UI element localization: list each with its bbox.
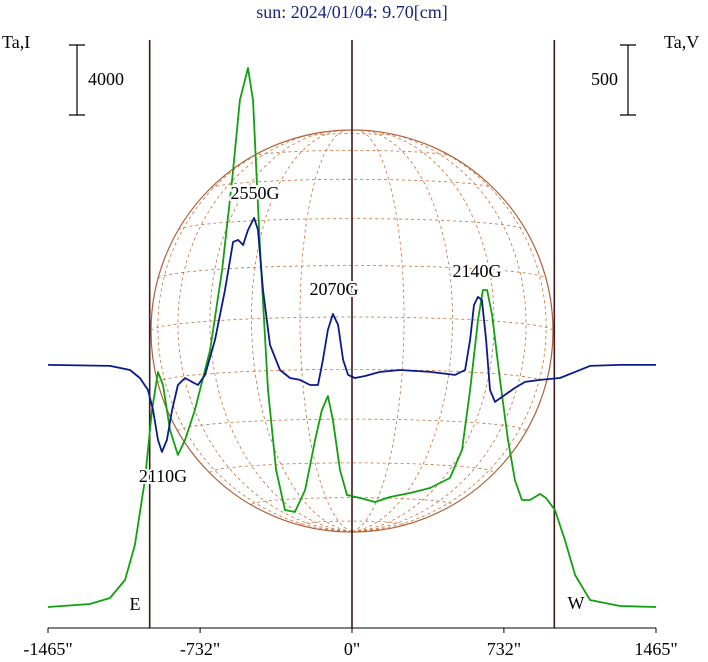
scale-bar — [620, 44, 636, 116]
x-tick-label: 1465" — [634, 639, 677, 659]
y-scale-bar-label: 4000 — [88, 69, 124, 89]
annotation: 2550G — [231, 183, 280, 203]
longitude-line — [157, 138, 353, 532]
data-line — [47, 67, 657, 608]
longitude-line — [299, 129, 353, 532]
longitude-line — [351, 129, 453, 532]
latitude-line — [251, 497, 453, 505]
annotation: 2070G — [310, 279, 359, 299]
chart-title: sun: 2024/01/04: 9.70[cm] — [256, 2, 448, 22]
longitude-line — [251, 129, 353, 532]
y-axis-label: Ta,I — [2, 32, 30, 52]
limb-label: W — [568, 593, 585, 613]
x-tick-label: -732" — [180, 639, 220, 659]
longitude-line — [209, 130, 353, 532]
latitude-line — [252, 149, 452, 157]
y2-axis-label: Ta,V — [664, 32, 699, 52]
longitude-line — [177, 131, 353, 532]
longitude-line — [351, 131, 527, 532]
x-tick-label: 0" — [344, 639, 360, 659]
longitude-line — [351, 129, 405, 532]
latitude-line — [157, 265, 547, 279]
annotation: 2140G — [453, 261, 502, 281]
annotation: 2110G — [139, 466, 187, 486]
latitude-line — [299, 520, 405, 525]
limb-label: E — [130, 594, 141, 614]
scale-bar — [69, 44, 85, 116]
x-tick-label: -1465" — [23, 639, 72, 659]
y2-scale-bar-label: 500 — [591, 69, 618, 89]
longitude-line — [351, 138, 547, 532]
x-tick-label: 732" — [487, 639, 521, 659]
data-line — [47, 217, 656, 453]
latitude-line — [210, 178, 494, 189]
latitude-line — [209, 462, 495, 473]
